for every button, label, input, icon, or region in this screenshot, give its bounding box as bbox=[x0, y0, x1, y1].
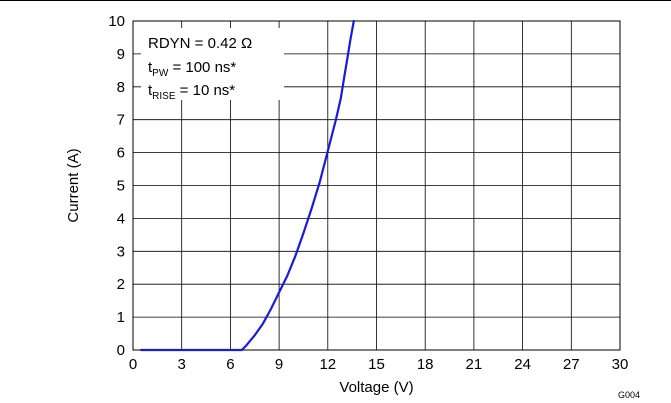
annotation-line-tpw: tPW = 100 ns* bbox=[148, 59, 236, 79]
x-tick-label: 15 bbox=[368, 356, 385, 373]
annotation-line-trise: tRISE = 10 ns* bbox=[148, 82, 235, 102]
x-tick-label: 9 bbox=[275, 356, 283, 373]
annotation-line-rdyn: RDYN = 0.42 Ω bbox=[148, 35, 252, 52]
series-line bbox=[140, 19, 355, 352]
annotation-line-tpw-subscript: PW bbox=[152, 68, 169, 79]
plot-area-frame bbox=[132, 20, 621, 351]
x-tick-label: 12 bbox=[319, 356, 336, 373]
x-tick-label: 27 bbox=[563, 356, 580, 373]
annotation-line-tpw-symbol: t bbox=[148, 59, 153, 76]
x-tick-label: 30 bbox=[612, 356, 629, 373]
y-tick-label: 3 bbox=[117, 243, 125, 260]
series-layer bbox=[140, 19, 355, 352]
y-tick-label: 2 bbox=[117, 276, 125, 293]
x-tick-label: 0 bbox=[129, 356, 137, 373]
y-tick-label: 4 bbox=[117, 210, 125, 227]
x-tick-label: 21 bbox=[466, 356, 483, 373]
annotation-line-trise-subscript: RISE bbox=[152, 91, 176, 102]
y-tick-label: 8 bbox=[117, 79, 125, 96]
y-tick-label: 6 bbox=[117, 145, 125, 162]
x-tick-label: 18 bbox=[417, 356, 434, 373]
y-tick-label: 5 bbox=[117, 178, 125, 195]
x-tick-label: 24 bbox=[514, 356, 531, 373]
y-tick-label: 9 bbox=[117, 46, 125, 63]
y-tick-label: 0 bbox=[117, 342, 125, 359]
y-tick-label: 10 bbox=[108, 13, 125, 30]
annotation-line-tpw-value: = 100 ns* bbox=[168, 59, 236, 76]
y-axis-label: Current (A) bbox=[65, 148, 82, 222]
x-tick-label: 3 bbox=[178, 356, 186, 373]
x-tick-label: 6 bbox=[226, 356, 234, 373]
x-axis-label: Voltage (V) bbox=[339, 379, 413, 396]
y-tick-label: 7 bbox=[117, 112, 125, 129]
annotation-background bbox=[141, 28, 284, 100]
y-tick-label: 1 bbox=[117, 309, 125, 326]
top-border-line bbox=[0, 0, 671, 1]
annotation-line-trise-value: = 10 ns* bbox=[176, 82, 236, 99]
annotation-line-trise-symbol: t bbox=[148, 82, 153, 99]
figure-id: G004 bbox=[618, 390, 640, 400]
